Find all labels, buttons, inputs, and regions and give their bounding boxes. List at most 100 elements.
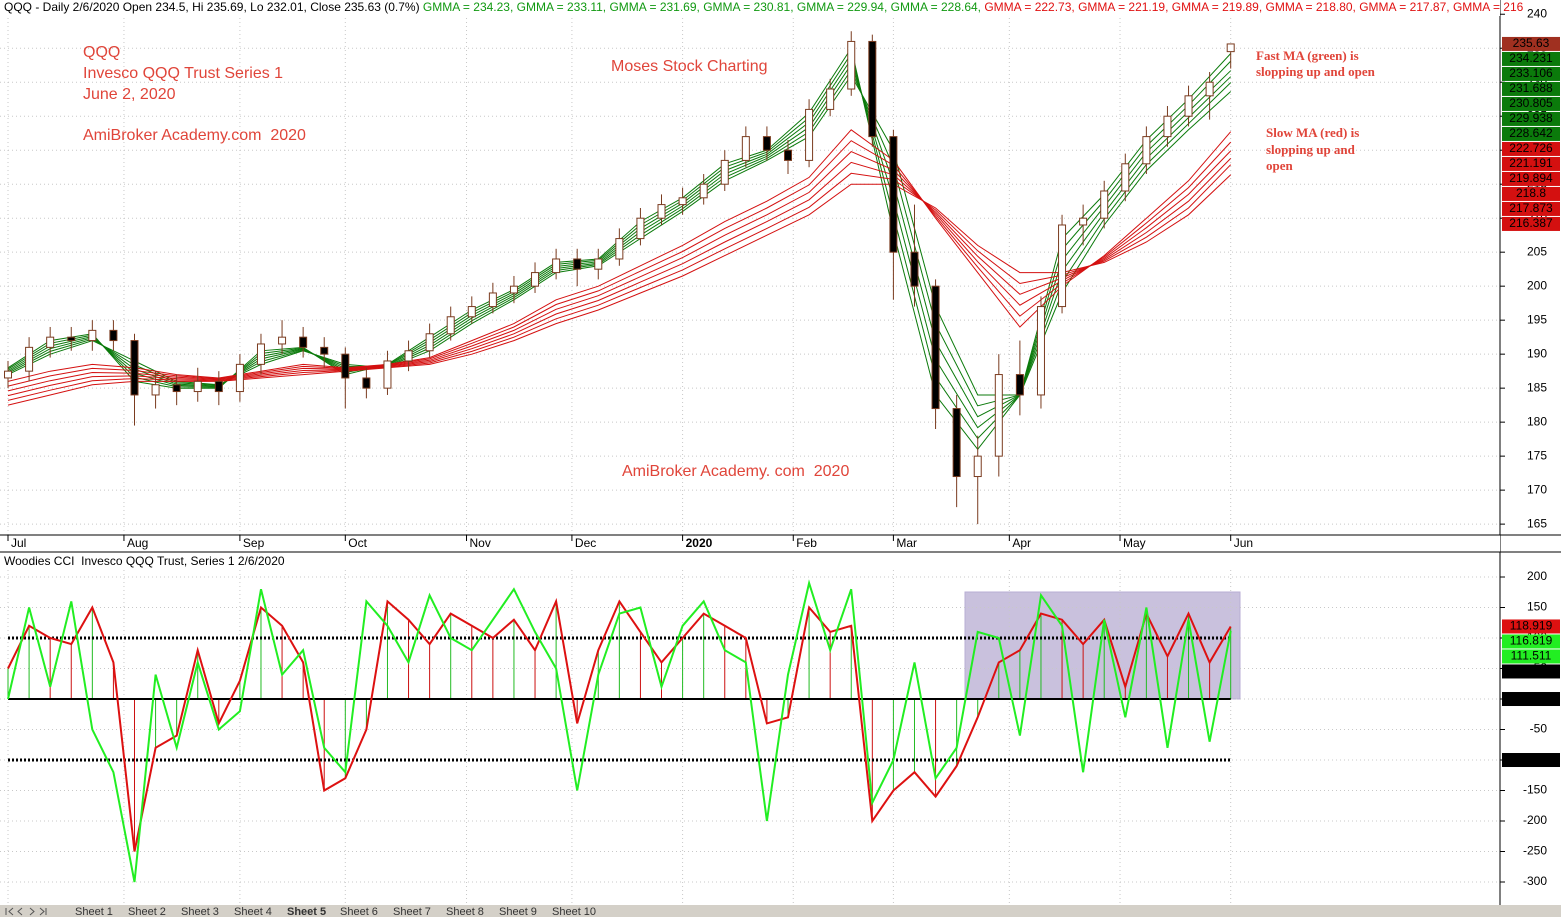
y-tick-label: -50: [1530, 722, 1548, 736]
value-label: 216.387: [1509, 216, 1553, 230]
value-label-box: [1502, 126, 1560, 141]
candle-body: [1226, 43, 1235, 53]
annotation: Slow MA (red) is: [1266, 125, 1359, 140]
value-label: 218.8: [1516, 186, 1546, 200]
value-label: 118.919: [1510, 619, 1553, 633]
candle-body: [1015, 374, 1024, 396]
annotation: open: [1266, 158, 1294, 173]
candle-body: [383, 360, 392, 389]
candle-body: [636, 217, 645, 240]
y-tick-label: 150: [1527, 600, 1547, 614]
value-label: 235.63: [1513, 36, 1550, 50]
value-label-box: [1502, 96, 1560, 111]
value-label-box: [1502, 186, 1560, 201]
value-label-box: [1502, 111, 1560, 126]
y-tick-label: 190: [1527, 346, 1547, 360]
tab-nav[interactable]: [5, 907, 47, 916]
y-tick-label: 165: [1527, 516, 1547, 530]
value-label: 229.938: [1509, 111, 1553, 125]
candle-body: [341, 353, 350, 379]
x-tick-label: 2020: [686, 536, 713, 550]
candle-body: [762, 136, 771, 151]
candle-body: [552, 258, 561, 274]
candle-body: [931, 285, 940, 410]
x-tick-label: Jun: [1234, 536, 1253, 550]
candle-body: [1121, 163, 1130, 192]
candle-body: [531, 272, 540, 287]
candle-body: [805, 108, 814, 161]
sheet-tab[interactable]: Sheet 1: [75, 906, 113, 917]
y-tick-label: 170: [1527, 482, 1547, 496]
y-tick-label: 175: [1527, 448, 1547, 462]
y-tick-label: -250: [1523, 844, 1547, 858]
candle-body: [1163, 115, 1172, 138]
candle-body: [467, 306, 476, 318]
annotation: Fast MA (green) is: [1256, 48, 1359, 63]
candle-body: [889, 136, 898, 253]
candle-body: [214, 380, 223, 393]
candle-body: [404, 350, 413, 362]
header-background: [0, 0, 1500, 16]
candle-body: [615, 238, 624, 260]
candle-body: [320, 346, 329, 355]
annotation: June 2, 2020: [83, 86, 176, 103]
x-axis: Jul Aug Sep Oct Nov Dec 2020 Feb Mar Apr May Jun: [7, 535, 1253, 550]
sheet-tab[interactable]: Sheet 10: [552, 906, 596, 917]
candle-body: [256, 343, 265, 365]
y-tick-label: 200: [1527, 278, 1547, 292]
x-tick-label: Dec: [575, 536, 596, 550]
sheet-tabs: Sheet 1 Sheet 2 Sheet 3 Sheet 4 Sheet 5 Sheet…: [0, 905, 1561, 917]
ma-line: [7, 174, 1232, 406]
sheet-tab[interactable]: Sheet 7: [393, 906, 431, 917]
candle-body: [172, 384, 181, 393]
candle-body: [235, 363, 244, 393]
value-label: 230.805: [1509, 96, 1553, 110]
candle-body: [67, 336, 76, 342]
y-tick-label: -150: [1523, 783, 1547, 797]
sheet-tab[interactable]: Sheet 4: [234, 906, 272, 917]
value-label: 0.00000: [1509, 691, 1553, 705]
candle-body: [741, 136, 750, 161]
annotations: QQQ Invesco QQQ Trust Series 1 June 2, 2…: [83, 44, 1376, 480]
ma-line: [7, 158, 1232, 397]
sheet-tab[interactable]: Sheet 9: [499, 906, 537, 917]
candle-body: [4, 370, 13, 379]
ma-line: [7, 150, 1232, 392]
y-tick-label: 205: [1527, 244, 1547, 258]
value-label: 217.873: [1509, 201, 1553, 215]
x-tick-label: Aug: [127, 536, 148, 550]
y-tick-label: 185: [1527, 380, 1547, 394]
value-label-box: [1502, 51, 1560, 66]
value-label-box: [1502, 66, 1560, 81]
candle-body: [509, 285, 518, 294]
annotation: AmiBroker Academy. com 2020: [622, 463, 849, 480]
sheet-tab[interactable]: Sheet 6: [340, 906, 378, 917]
annotation: Invesco QQQ Trust Series 1: [83, 65, 283, 82]
value-label: 221.191: [1509, 156, 1553, 170]
x-tick-label: Oct: [348, 536, 367, 550]
annotation: Moses Stock Charting: [611, 58, 768, 75]
pane-title: Woodies CCI Invesco QQQ Trust, Series 1 …: [4, 554, 285, 568]
value-label-box: [1502, 692, 1560, 707]
header: QQQ - Daily 2/6/2020 Open 234.5, Hi 235.…: [4, 0, 1524, 14]
x-tick-label: Nov: [470, 536, 491, 550]
cci-pane: [0, 570, 1500, 905]
ma-line: [7, 140, 1232, 387]
sheet-tab[interactable]: Sheet 2: [128, 906, 166, 917]
value-label-box: [1502, 141, 1560, 156]
candle-body: [699, 183, 708, 199]
value-label-box: [1502, 664, 1560, 679]
value-label-box: [1502, 619, 1560, 634]
sheet-tab[interactable]: Sheet 5: [287, 906, 326, 917]
header-segment: GMMA = 218.80,: [1266, 0, 1360, 14]
y-tick-label: 180: [1527, 414, 1547, 428]
sheet-tab[interactable]: Sheet 8: [446, 906, 484, 917]
candle-body: [910, 251, 919, 287]
sheet-tab[interactable]: Sheet 3: [181, 906, 219, 917]
annotation: AmiBroker Academy.com 2020: [83, 127, 306, 144]
candle-body: [973, 455, 982, 478]
x-tick-label: Feb: [796, 536, 817, 550]
candle-body: [1036, 306, 1045, 396]
candle-body: [720, 159, 729, 185]
